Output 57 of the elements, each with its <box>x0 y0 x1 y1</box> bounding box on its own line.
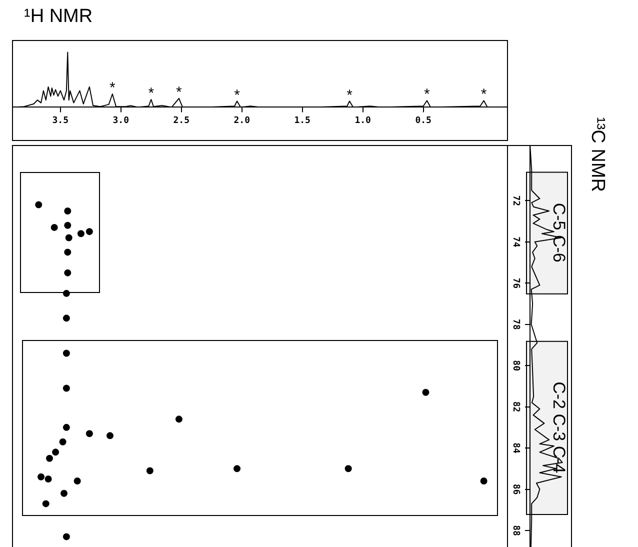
point <box>38 473 45 480</box>
point <box>60 490 68 497</box>
annotation: * <box>234 86 240 104</box>
x-tick-label: 1.5 <box>294 116 310 126</box>
x-tick-label: 2.0 <box>234 116 250 126</box>
point <box>44 475 52 482</box>
point <box>50 224 58 231</box>
point <box>86 228 93 236</box>
y-tick-label: 80 <box>510 360 521 372</box>
y-tick-label: 88 <box>510 525 521 536</box>
point <box>175 416 182 423</box>
annotation: * <box>346 86 353 104</box>
x-tick-label: 3.5 <box>52 116 69 126</box>
chart-title: ¹H NMR <box>24 6 94 29</box>
y-tick-label: 78 <box>510 318 521 330</box>
point <box>64 222 72 229</box>
annotation: * <box>424 86 430 104</box>
y-tick-label: 74 <box>510 236 521 248</box>
point <box>234 465 241 472</box>
point <box>46 454 54 462</box>
y-tick-label: 76 <box>510 278 521 289</box>
band-label: C-2 C-3 C-4 <box>549 382 568 474</box>
point <box>62 533 70 540</box>
point <box>62 314 70 322</box>
point <box>422 388 430 396</box>
point <box>106 432 114 440</box>
point <box>62 424 70 431</box>
x-tick-label: 1.0 <box>354 116 371 126</box>
point <box>77 230 84 238</box>
point <box>480 478 488 485</box>
annotation: * <box>148 85 154 102</box>
point <box>52 448 60 456</box>
point <box>64 269 72 276</box>
annotation: * <box>109 80 116 97</box>
y-tick-label: 82 <box>510 401 521 412</box>
x-tick-label: 2.5 <box>173 116 190 126</box>
x-tick-label: 0.5 <box>415 116 432 126</box>
annotation: * <box>176 84 182 102</box>
point <box>74 478 81 485</box>
point <box>86 430 93 438</box>
x-tick-label: 3.0 <box>112 116 130 126</box>
y-tick-label: 86 <box>510 484 521 495</box>
point <box>59 438 66 446</box>
point <box>62 384 70 392</box>
y-axis-title: ¹³C NMR <box>586 117 608 192</box>
point <box>344 465 352 472</box>
point <box>64 207 72 214</box>
point <box>146 467 154 474</box>
y-tick-label: 72 <box>510 195 521 206</box>
point <box>64 248 72 256</box>
y-tick-label: 84 <box>510 442 521 454</box>
point <box>62 350 70 357</box>
point <box>65 234 72 242</box>
point <box>35 201 42 208</box>
band-label: C-5 C-6 <box>549 202 568 262</box>
annotation: * <box>480 86 487 104</box>
point <box>42 500 50 508</box>
